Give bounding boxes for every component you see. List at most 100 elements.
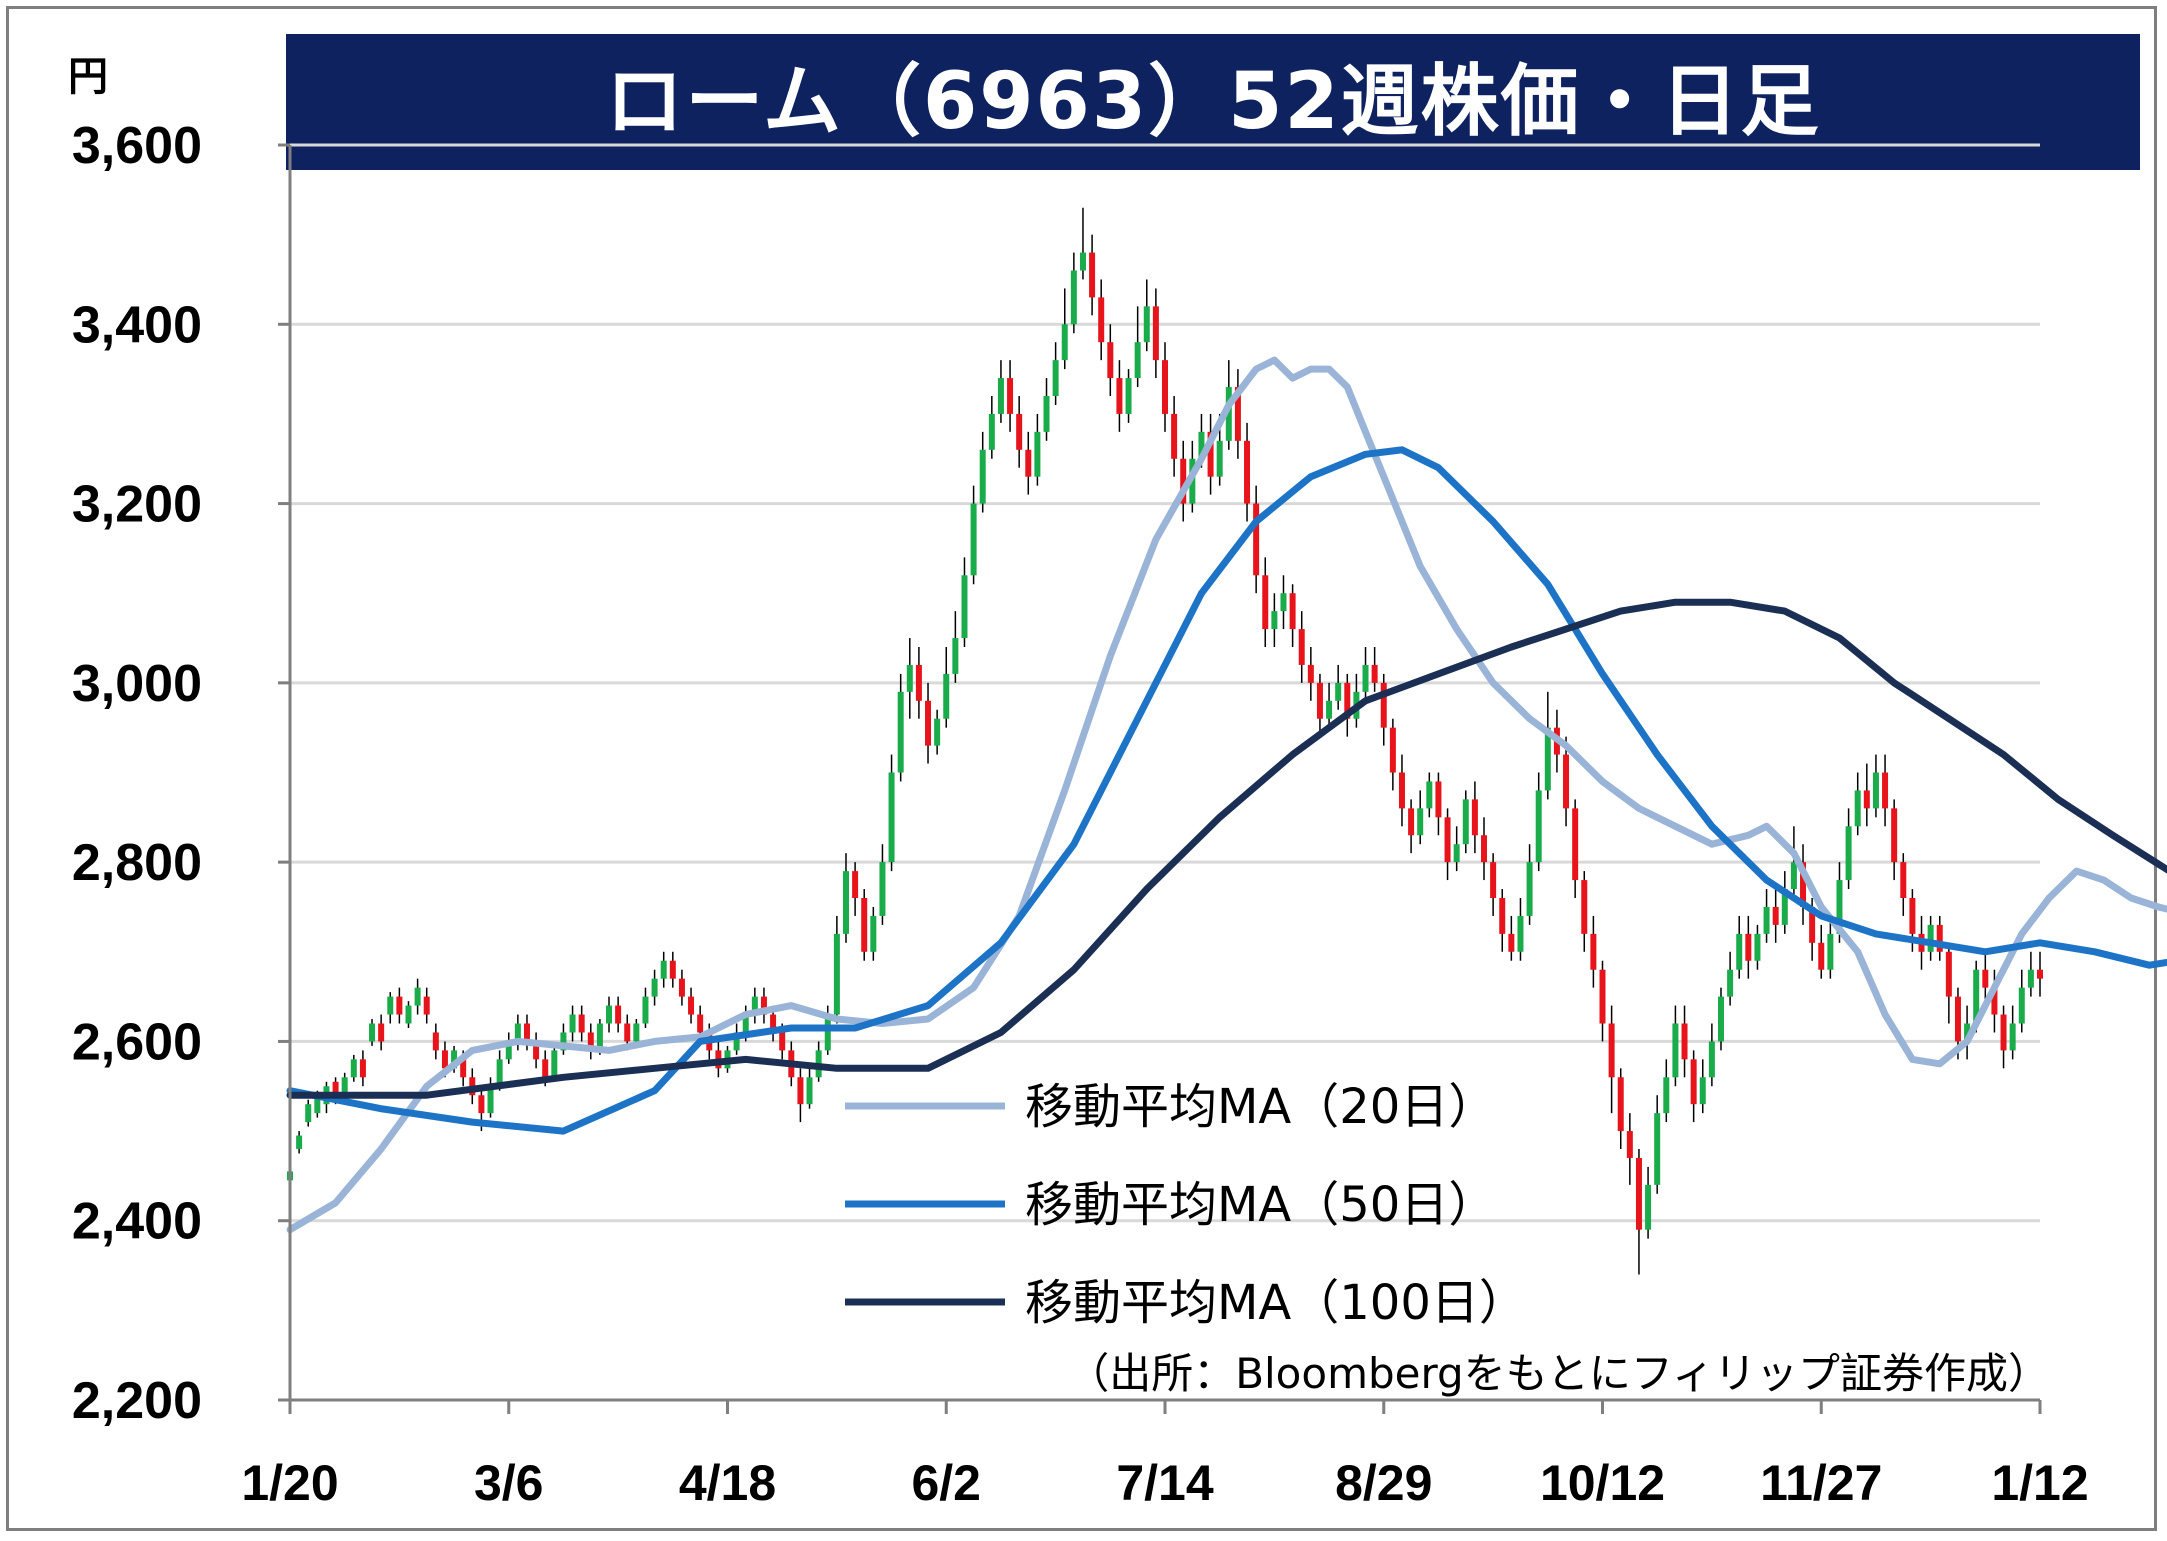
candle-body: [1380, 682, 1387, 728]
candlesticks: [287, 207, 2043, 1275]
candle-body: [624, 1023, 631, 1042]
candle-body: [1800, 862, 1807, 907]
candle-body: [560, 1032, 567, 1051]
candle-body: [350, 1059, 357, 1078]
candle-body: [1626, 1131, 1633, 1158]
candle-body: [1180, 458, 1187, 504]
candle-body: [487, 1086, 494, 1114]
candle-body: [1107, 342, 1114, 379]
candle-body: [1882, 772, 1889, 809]
candle-body: [460, 1059, 467, 1078]
candle-body: [587, 1032, 594, 1051]
y-tick-label: 3,400: [72, 296, 202, 354]
candle-body: [1645, 1184, 1652, 1230]
candle-body: [2009, 1023, 2016, 1051]
candle-body: [1544, 727, 1551, 791]
candle-body: [633, 1023, 640, 1042]
candle-body: [1708, 1041, 1715, 1078]
candle-body: [833, 933, 840, 1015]
candle-body: [1909, 898, 1916, 934]
candle-body: [1426, 781, 1433, 809]
candle-body: [1253, 503, 1260, 576]
candle-body: [970, 503, 977, 576]
y-tick-label: 3,000: [72, 655, 202, 713]
candle-body: [1508, 933, 1515, 952]
candle-body: [770, 1014, 777, 1033]
candle-body: [1954, 996, 1961, 1042]
candle-body: [1891, 808, 1898, 863]
legend-label: 移動平均MA（20日）: [1025, 1079, 1496, 1135]
candle-body: [1809, 906, 1816, 943]
candle-body: [405, 1005, 412, 1024]
candle-body: [1444, 817, 1451, 863]
candle-body: [1316, 682, 1323, 719]
candle-body: [1262, 575, 1269, 630]
candle-body: [1681, 1023, 1688, 1060]
axes: [288, 145, 2040, 1402]
candle-body: [1079, 252, 1086, 271]
candle-body: [925, 700, 932, 746]
chart-title: ローム（6963）52週株価・日足: [286, 34, 2140, 170]
legend-label: 移動平均MA（50日）: [1025, 1177, 1496, 1233]
candle-body: [1016, 413, 1023, 450]
candle-body: [961, 575, 968, 639]
candle-body: [1973, 969, 1980, 1024]
candle-body: [1745, 933, 1752, 961]
candle-body: [1171, 413, 1178, 459]
candle-body: [1635, 1157, 1642, 1230]
candle-body: [1089, 252, 1096, 298]
candle-body: [1845, 826, 1852, 881]
candle-body: [1198, 431, 1205, 459]
candle-body: [1481, 835, 1488, 863]
legend: 移動平均MA（20日） 移動平均MA（50日） 移動平均MA（100日）: [845, 1079, 1527, 1331]
candle-body: [378, 1023, 385, 1042]
candle-body: [1599, 969, 1606, 1024]
candle-body: [514, 1023, 521, 1042]
candle-body: [1927, 924, 1934, 952]
candle-body: [1271, 611, 1278, 630]
source-note: （出所：Bloombergをもとにフィリップ証券作成）: [1067, 1349, 2050, 1398]
candle-body: [1991, 987, 1998, 1015]
candle-body: [842, 871, 849, 934]
candle-body: [2027, 969, 2034, 988]
candle-body: [1034, 431, 1041, 477]
candle-body: [359, 1059, 366, 1078]
y-tick-label: 3,200: [72, 476, 202, 534]
x-tick-label: 3/6: [474, 1455, 544, 1511]
ma100-line: [286, 598, 2167, 1099]
candle-body: [879, 862, 886, 916]
candle-body: [332, 1081, 339, 1096]
candle-body: [1563, 754, 1570, 809]
candle-body: [1125, 378, 1132, 414]
candle-body: [1462, 799, 1469, 845]
candle-body: [414, 987, 421, 1006]
candle-body: [988, 413, 995, 450]
candle-body: [1754, 933, 1761, 961]
candle-body: [569, 1014, 576, 1033]
candle-body: [441, 1050, 448, 1069]
candle-body: [1025, 449, 1032, 477]
candle-body: [943, 673, 950, 719]
candle-body: [952, 638, 959, 674]
candle-body: [478, 1095, 485, 1114]
x-tick-label: 1/20: [241, 1455, 338, 1511]
y-axis-ticks: 2,200 2,400 2,600 2,800 3,000 3,200 3,400 3,600: [72, 117, 290, 1430]
candle-body: [1900, 862, 1907, 898]
candle-body: [1134, 342, 1141, 379]
candle-body: [1471, 799, 1478, 836]
candle-body: [1234, 387, 1241, 441]
candle-body: [1499, 898, 1506, 934]
candle-body: [1289, 593, 1296, 630]
candle-body: [1581, 880, 1588, 934]
candle-body: [1526, 862, 1533, 916]
candle-body: [296, 1135, 303, 1149]
candle-body: [1116, 378, 1123, 414]
x-tick-label: 11/27: [1760, 1455, 1882, 1511]
candle-body: [1727, 969, 1734, 997]
candle-body: [1535, 790, 1542, 863]
candle-body: [779, 1032, 786, 1051]
candle-body: [523, 1023, 530, 1042]
x-tick-label: 8/29: [1335, 1455, 1432, 1511]
candle-body: [688, 996, 695, 1015]
y-axis-unit: 円: [68, 54, 108, 100]
